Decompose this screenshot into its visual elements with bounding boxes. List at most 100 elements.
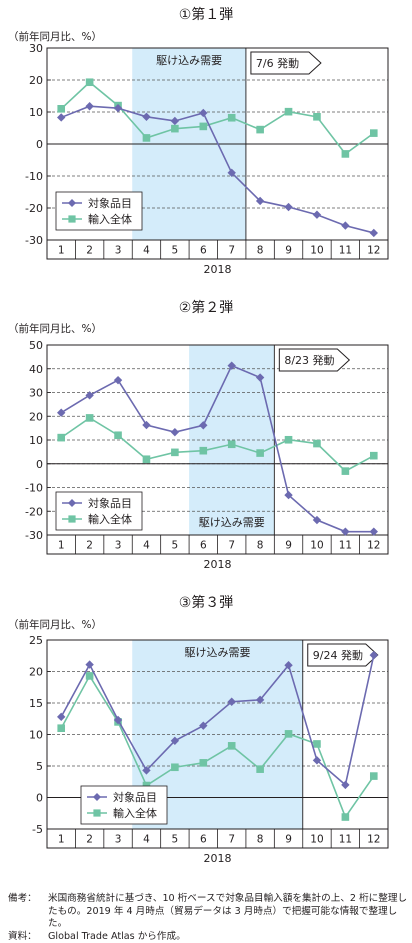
- series-対象品目: [57, 102, 378, 238]
- data-point: [312, 210, 322, 219]
- y-tick-label: 20: [29, 666, 43, 679]
- data-point: [57, 408, 66, 417]
- data-point: [142, 455, 151, 464]
- x-tick-label: 2: [86, 540, 93, 552]
- data-point: [369, 650, 378, 660]
- x-tick-label: 2: [86, 245, 93, 257]
- data-point: [369, 772, 378, 780]
- data-point: [284, 730, 293, 738]
- data-point: [199, 122, 208, 131]
- legend-box: [55, 491, 143, 531]
- x-tick-label: 4: [143, 834, 150, 846]
- legend-box: [55, 191, 143, 231]
- data-point: [227, 168, 236, 177]
- y-tick-label: 20: [29, 410, 43, 423]
- x-tick-label: 5: [172, 540, 179, 552]
- data-point: [255, 196, 265, 206]
- event-arrow: [278, 348, 351, 372]
- data-point: [171, 124, 179, 133]
- series-輸入全体: [57, 414, 378, 475]
- x-tick-label: 9: [285, 245, 292, 257]
- data-point: [113, 375, 123, 385]
- y-tick-label: 15: [29, 697, 43, 710]
- data-point: [227, 361, 236, 370]
- data-point: [313, 439, 321, 448]
- legend-entry-label: 対象品目: [88, 196, 132, 210]
- data-point: [57, 712, 66, 722]
- data-point: [57, 724, 66, 732]
- y-tick-label: 0: [36, 458, 43, 471]
- series-対象品目: [57, 650, 378, 790]
- legend-swatch-marker: [93, 809, 101, 817]
- data-point: [341, 150, 350, 158]
- y-tick-label: 0: [36, 792, 43, 805]
- y-axis-label: （前年同月比、%）: [8, 618, 102, 631]
- data-point: [256, 125, 264, 134]
- x-tick-label: 5: [172, 834, 179, 846]
- data-point: [312, 756, 322, 765]
- x-tick-label: 11: [339, 540, 352, 552]
- data-point: [57, 105, 66, 113]
- data-point: [113, 715, 123, 725]
- legend-swatch-marker: [93, 793, 101, 801]
- data-point: [284, 490, 293, 500]
- x-tick-label: 1: [58, 245, 65, 257]
- x-tick-label: 8: [257, 834, 264, 846]
- data-point: [85, 102, 94, 111]
- data-point: [199, 759, 208, 767]
- data-point: [142, 112, 151, 121]
- y-axis-label: （前年同月比、%）: [8, 30, 102, 43]
- x-tick-label: 6: [200, 834, 207, 846]
- shade-label: 駆け込み需要: [185, 646, 251, 659]
- x-tick-label: 3: [115, 834, 122, 846]
- data-point: [114, 431, 122, 440]
- legend-swatch-marker: [68, 215, 76, 223]
- data-point: [57, 433, 66, 442]
- data-point: [85, 660, 94, 669]
- x-tick-label: 11: [339, 245, 352, 257]
- x-tick-label: 11: [339, 834, 352, 846]
- series-line: [60, 416, 375, 473]
- data-point: [142, 420, 151, 430]
- y-tick-label: 30: [29, 42, 43, 55]
- data-point: [170, 116, 180, 126]
- chart-title: ③第３弾: [179, 594, 234, 611]
- series-line: [60, 364, 374, 533]
- legend-entry-label: 対象品目: [88, 496, 132, 510]
- data-point: [312, 515, 322, 525]
- data-point: [171, 763, 179, 772]
- data-point: [199, 108, 208, 118]
- y-tick-label: 10: [29, 729, 43, 742]
- x-tick-label: 4: [143, 540, 150, 552]
- chart-title: ①第１弾: [179, 6, 234, 23]
- data-point: [313, 740, 321, 748]
- y-tick-label: 0: [36, 138, 43, 151]
- legend-entry-label: 輸入全体: [88, 512, 132, 526]
- y-tick-label: -20: [25, 505, 43, 518]
- y-tick-label: 25: [29, 634, 43, 647]
- x-tick-label: 7: [228, 245, 235, 257]
- x-tick-label: 2: [86, 834, 93, 846]
- note-biko-label: 備考：: [8, 893, 37, 904]
- event-label: 9/24 発動: [313, 648, 363, 662]
- note-biko: 備考： 米国商務省統計に基づき、10 桁ベースで対象品目輸入額を集計の上、2 桁…: [8, 893, 408, 931]
- x-tick-label: 7: [228, 540, 235, 552]
- data-point: [171, 448, 179, 457]
- data-point: [341, 467, 350, 475]
- note-shiryo: 資料： Global Trade Atlas から作成。: [8, 931, 408, 943]
- data-point: [284, 661, 293, 670]
- data-point: [227, 113, 236, 122]
- legend-swatch-marker: [68, 499, 76, 507]
- x-tick-label: 3: [115, 245, 122, 257]
- y-tick-label: -5: [32, 823, 43, 836]
- data-point: [85, 78, 94, 87]
- x-tick-label: 6: [200, 540, 207, 552]
- data-point: [341, 780, 350, 790]
- x-tick-label: 6: [200, 245, 207, 257]
- y-tick-label: 20: [29, 74, 43, 87]
